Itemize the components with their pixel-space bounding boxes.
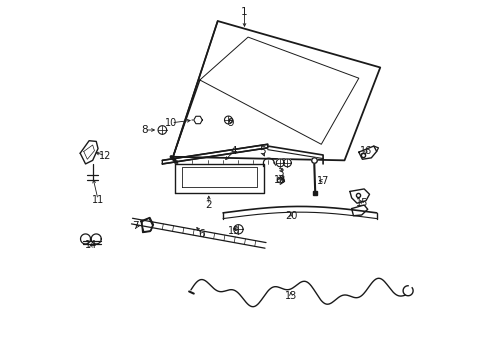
Text: 2: 2: [205, 200, 212, 210]
Text: 19: 19: [227, 226, 240, 236]
Text: 8: 8: [141, 125, 147, 135]
Text: 17: 17: [316, 176, 328, 186]
Polygon shape: [142, 218, 152, 233]
Polygon shape: [351, 205, 367, 216]
Text: 3: 3: [276, 168, 283, 178]
Text: 10: 10: [165, 118, 177, 128]
Polygon shape: [175, 164, 264, 193]
Polygon shape: [158, 126, 166, 134]
Polygon shape: [91, 234, 101, 244]
Text: 7: 7: [132, 221, 139, 231]
Text: 13: 13: [284, 291, 296, 301]
Polygon shape: [349, 189, 369, 203]
Polygon shape: [193, 116, 202, 124]
Polygon shape: [283, 159, 291, 167]
Polygon shape: [233, 225, 243, 234]
Text: 4: 4: [230, 147, 237, 157]
Polygon shape: [81, 234, 90, 244]
Text: 15: 15: [355, 198, 368, 208]
Polygon shape: [276, 159, 284, 167]
Polygon shape: [358, 146, 376, 159]
Polygon shape: [80, 141, 98, 164]
Text: 14: 14: [84, 240, 97, 250]
Text: 6: 6: [198, 229, 204, 239]
Text: 9: 9: [227, 118, 234, 128]
Text: 18: 18: [274, 175, 286, 185]
Text: 1: 1: [241, 7, 247, 17]
Text: 20: 20: [284, 211, 297, 221]
Polygon shape: [224, 116, 232, 124]
Text: 16: 16: [359, 147, 371, 157]
Text: 12: 12: [99, 151, 111, 161]
Text: 5: 5: [259, 147, 265, 157]
Text: 11: 11: [92, 195, 104, 204]
Polygon shape: [173, 21, 380, 160]
